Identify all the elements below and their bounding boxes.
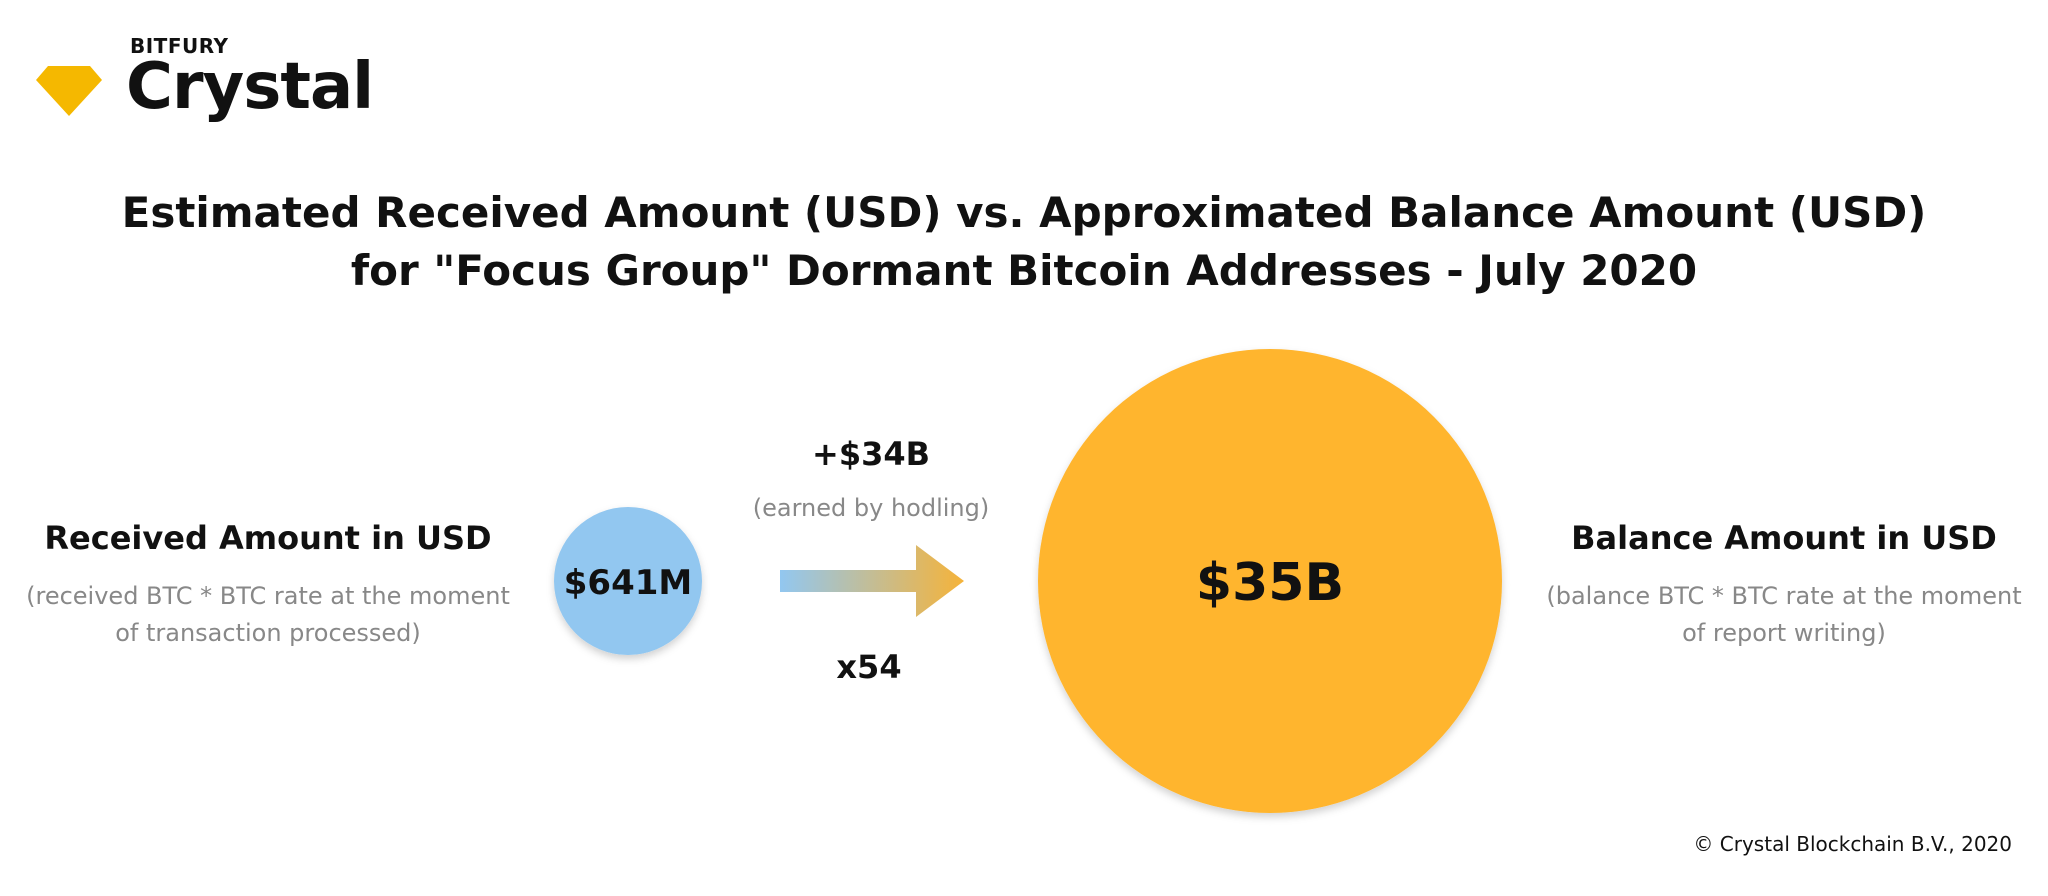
chart-subtitle: for "Focus Group" Dormant Bitcoin Addres… <box>350 246 1698 295</box>
crystal-logo: BITFURY Crystal <box>36 34 374 134</box>
balance-amount-label: Balance Amount in USD <box>1571 519 1997 557</box>
received-value-label: $641M <box>564 563 692 603</box>
balance-amount-note-line: of report writing) <box>1682 619 1886 647</box>
multiplier-label: x54 <box>836 648 901 686</box>
logo-brand-small: BITFURY <box>130 34 229 58</box>
balance-bubble <box>1038 349 1502 813</box>
balance-value-label: $35B <box>1196 553 1344 613</box>
balance-amount-note: (balance BTC * BTC rate at the moment of… <box>1524 578 2044 652</box>
diamond-icon <box>36 66 102 116</box>
chart-title: Estimated Received Amount (USD) vs. Appr… <box>121 188 1927 237</box>
received-amount-label: Received Amount in USD <box>44 519 492 557</box>
received-amount-note-line: of transaction processed) <box>115 619 421 647</box>
gain-note: (earned by hodling) <box>753 494 989 522</box>
received-amount-note-line: (received BTC * BTC rate at the moment <box>26 582 510 610</box>
balance-amount-note-line: (balance BTC * BTC rate at the moment <box>1546 582 2022 610</box>
copyright-footer: © Crystal Blockchain B.V., 2020 <box>1693 832 2012 856</box>
growth-arrow <box>780 545 964 617</box>
gain-label: +$34B <box>812 435 930 473</box>
chart-title-block: Estimated Received Amount (USD) vs. Appr… <box>0 184 2048 300</box>
received-bubble <box>554 507 702 655</box>
received-amount-note: (received BTC * BTC rate at the moment o… <box>8 578 528 652</box>
logo-brand-name: Crystal <box>126 50 374 124</box>
